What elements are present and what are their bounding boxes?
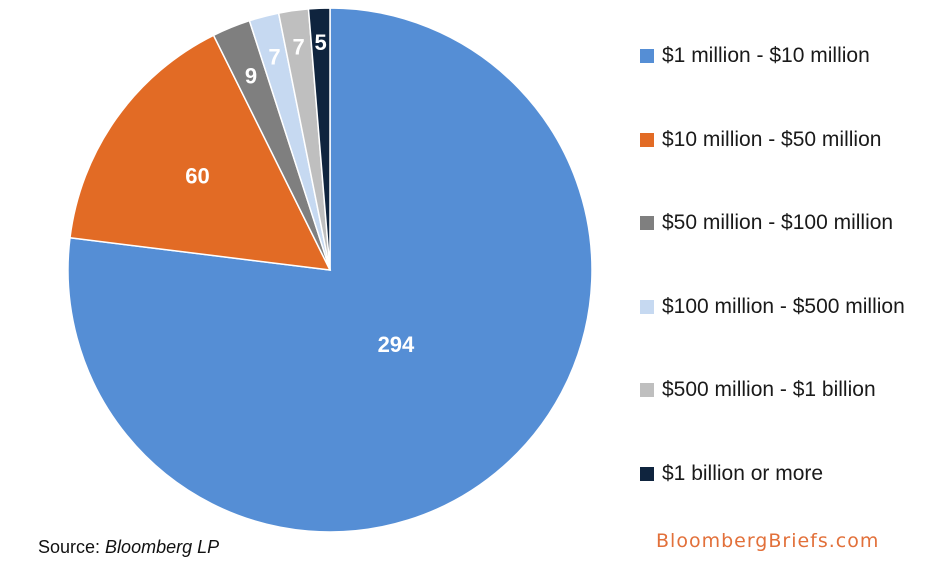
legend-swatch — [640, 216, 654, 231]
legend-item: $100 million - $500 million — [640, 295, 905, 319]
slice-data-label: 9 — [245, 63, 257, 88]
pie-slice — [307, 7, 331, 271]
legend-label: $50 million - $100 million — [662, 211, 894, 235]
legend-item: $1 million - $10 million — [640, 44, 870, 68]
legend-swatch — [640, 299, 654, 314]
slice-data-label: 7 — [268, 45, 280, 70]
legend-item: $1 billion or more — [640, 462, 823, 486]
slice-data-label: 294 — [378, 332, 415, 357]
source-prefix: Source: — [38, 537, 106, 557]
legend-item: $50 million - $100 million — [640, 211, 893, 235]
legend-swatch — [640, 467, 654, 481]
legend-label: $1 billion or more — [662, 462, 824, 485]
legend-label: $1 million - $10 million — [662, 44, 870, 67]
legend-label: $500 million - $1 billion — [662, 378, 876, 402]
legend-swatch — [640, 49, 654, 63]
legend-swatch — [640, 132, 654, 147]
slice-data-label: 60 — [185, 164, 209, 189]
legend-label: $100 million - $500 million — [662, 294, 905, 318]
pie-slice — [69, 34, 332, 271]
legend-item: $10 million - $50 million — [640, 128, 881, 152]
source-note: Source: Bloomberg LP — [38, 537, 219, 558]
slice-data-label: 7 — [292, 34, 304, 59]
source-name: Bloomberg LP — [105, 537, 220, 557]
slice-data-label: 5 — [315, 30, 327, 55]
legend-swatch — [640, 383, 654, 398]
brand-link[interactable]: BloombergBriefs.com — [656, 530, 880, 552]
legend-label: $10 million - $50 million — [662, 127, 882, 151]
legend-item: $500 million - $1 billion — [640, 378, 876, 402]
pie-slices — [67, 7, 593, 533]
